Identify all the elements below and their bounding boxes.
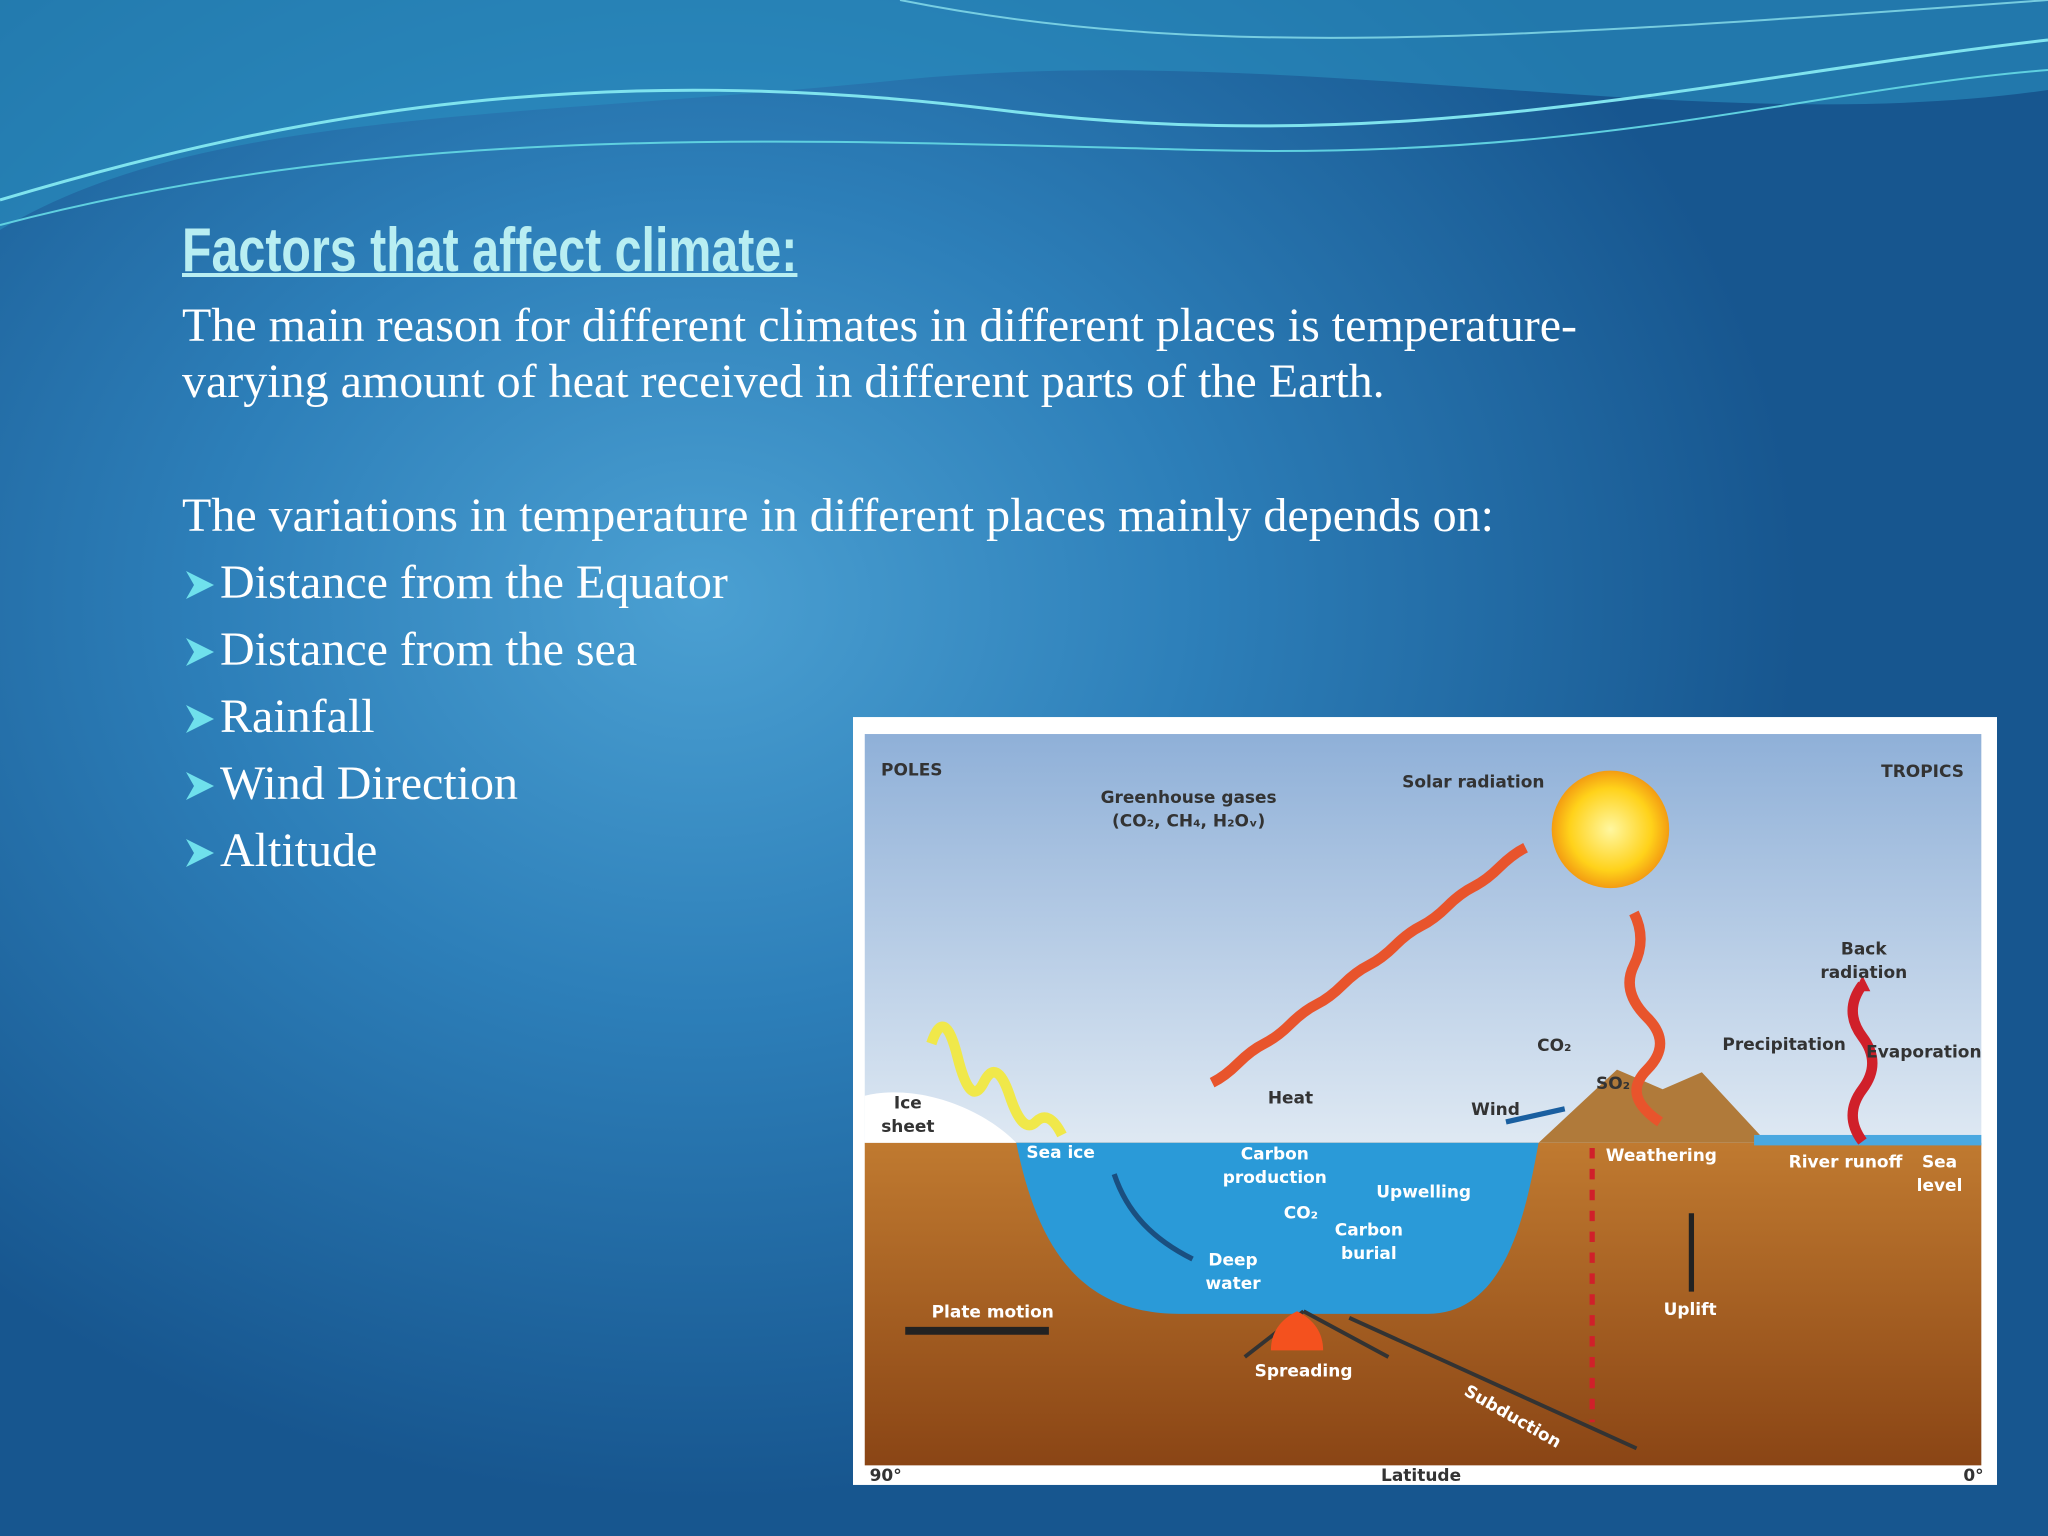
diagram-label: Plate motion [932, 1303, 1054, 1323]
paragraph-line: varying amount of heat received in diffe… [182, 355, 1385, 408]
bullet-item: Distance from the Equator [220, 556, 728, 609]
diagram-label: Heat [1268, 1088, 1313, 1108]
climate-diagram: POLES Greenhouse gases (CO₂, CH₄, H₂Oᵥ) Sol… [853, 717, 1997, 1485]
diagram-label: Latitude [1381, 1466, 1461, 1485]
bullet-arrow [186, 772, 214, 800]
intro-text: The variations in temperature in differe… [182, 489, 1495, 542]
bullet-item: Altitude [220, 824, 378, 877]
bullet-item: Distance from the sea [220, 623, 638, 676]
diagram-label: TROPICS [1881, 762, 1964, 782]
diagram-label: (CO₂, CH₄, H₂Oᵥ) [1112, 812, 1265, 832]
diagram-label: Uplift [1664, 1300, 1717, 1320]
diagram-label: Deep [1208, 1250, 1257, 1270]
diagram-label: Weathering [1606, 1146, 1717, 1166]
slide-title: Factors that affect climate: [182, 216, 798, 285]
diagram-label: sheet [881, 1117, 934, 1137]
diagram-label: radiation [1820, 963, 1907, 983]
diagram-label: SO₂ [1596, 1074, 1630, 1094]
diagram-label: Evaporation [1866, 1043, 1981, 1063]
diagram-label: Carbon [1335, 1220, 1403, 1240]
diagram-label: production [1223, 1168, 1327, 1188]
diagram-label: River runoff [1789, 1152, 1903, 1172]
diagram-label: Upwelling [1376, 1182, 1471, 1202]
diagram-label: CO₂ [1284, 1203, 1318, 1223]
bullet-arrow [186, 571, 214, 599]
diagram-label: 90° [870, 1466, 902, 1485]
top-wave [0, 0, 2048, 230]
diagram-label: CO₂ [1537, 1036, 1571, 1056]
diagram-label: Sea [1922, 1152, 1957, 1172]
diagram-label: 0° [1963, 1466, 1983, 1485]
diagram-label: POLES [881, 761, 942, 781]
diagram-label: Precipitation [1722, 1035, 1845, 1055]
diagram-label: Spreading [1255, 1361, 1353, 1381]
paragraph-line: The main reason for different climates i… [182, 299, 1577, 352]
bullet-item: Wind Direction [220, 757, 518, 810]
bullet-arrow [186, 638, 214, 666]
bullet-arrow [186, 705, 214, 733]
bullet-arrow [186, 839, 214, 867]
diagram-label: level [1917, 1176, 1963, 1196]
diagram-label: burial [1341, 1244, 1397, 1264]
bullet-item: Rainfall [220, 690, 375, 743]
diagram-label: Greenhouse gases [1101, 788, 1277, 808]
diagram-label: Sea ice [1026, 1143, 1094, 1163]
diagram-label: Carbon [1241, 1145, 1309, 1165]
diagram-label: Back [1841, 940, 1887, 960]
diagram-label: Wind [1471, 1100, 1520, 1120]
diagram-label: Solar radiation [1402, 772, 1544, 792]
diagram-label: Ice [894, 1094, 922, 1114]
diagram-label: water [1205, 1274, 1261, 1294]
